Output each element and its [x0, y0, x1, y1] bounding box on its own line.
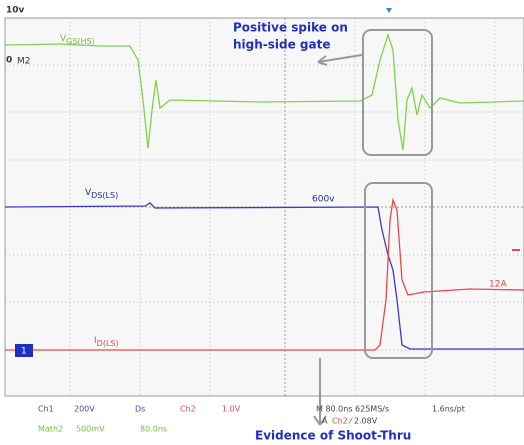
zero-marker: M2 — [17, 57, 31, 67]
status: Math2 — [38, 425, 63, 434]
status: 200V — [74, 405, 95, 414]
status: Ch2 — [332, 417, 348, 426]
status: A — [322, 417, 328, 426]
status: M 80.0ns 625MS/s — [316, 405, 389, 414]
scale-label: 10v — [6, 6, 25, 16]
zero-label: 0 — [6, 56, 12, 66]
status: Ch2 — [180, 405, 196, 414]
ch1-marker: 1 — [21, 347, 27, 357]
status: ⁄ 2.08V — [348, 417, 378, 426]
level-label: 12A — [489, 280, 507, 290]
scope-screen: 10v 0 M2 1 VGS(HS) VDS(LS) 600v ID(LS) 1… — [0, 0, 524, 445]
status: Ch1 — [38, 405, 54, 414]
status: 80.0ns — [140, 425, 167, 434]
annotation: high-side gate — [233, 38, 331, 52]
annotation: Positive spike on — [233, 21, 348, 35]
status: 1.0V — [222, 405, 241, 414]
level-label: 600v — [312, 195, 335, 205]
status: 1.6ns/pt — [432, 405, 465, 414]
status: Ds — [135, 405, 145, 414]
status: 500mV — [76, 425, 105, 434]
annotation: Evidence of Shoot-Thru — [255, 429, 411, 443]
